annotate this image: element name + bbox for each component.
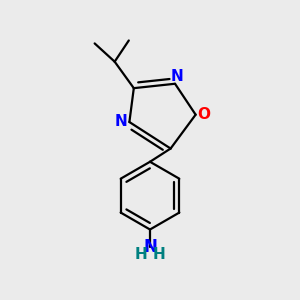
Text: O: O bbox=[197, 106, 210, 122]
Text: H: H bbox=[153, 247, 166, 262]
Text: N: N bbox=[114, 114, 127, 129]
Text: N: N bbox=[143, 238, 157, 256]
Text: H: H bbox=[134, 247, 147, 262]
Text: N: N bbox=[171, 70, 184, 85]
